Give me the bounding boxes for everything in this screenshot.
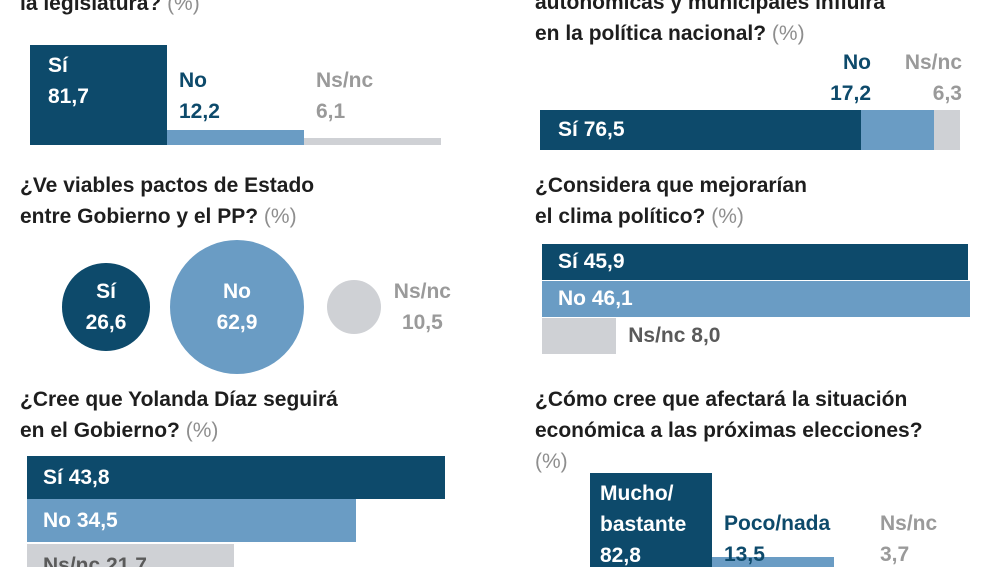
bar bbox=[542, 318, 617, 354]
title-text: la legislatura? bbox=[20, 0, 162, 15]
category-label: No bbox=[179, 69, 207, 92]
value-label: 34,5 bbox=[76, 509, 118, 532]
value-label: 12,2 bbox=[179, 100, 220, 123]
category-label: Ns/nc bbox=[393, 280, 451, 303]
value-label: 62,9 bbox=[216, 311, 258, 334]
data-label: Ns/nc 6,3 bbox=[905, 47, 962, 109]
data-label: Ns/nc 8,0 bbox=[628, 318, 720, 354]
data-label: Sí 76,5 bbox=[558, 110, 625, 150]
value-label: 81,7 bbox=[48, 84, 89, 108]
value-label: 45,9 bbox=[583, 250, 625, 273]
data-label: No 34,5 bbox=[43, 499, 118, 542]
value-label: 3,7 bbox=[880, 543, 910, 566]
value-label: 6,3 bbox=[932, 82, 962, 105]
chart-title: ¿Cree que Yolanda Díaz seguirá en el Gob… bbox=[20, 384, 338, 446]
category-label: Ns/nc bbox=[880, 512, 938, 535]
column bbox=[590, 472, 712, 567]
bar-segment bbox=[933, 110, 960, 150]
value-label: 13,5 bbox=[724, 543, 765, 566]
chart-title: autonómicas y municipales influirá en la… bbox=[535, 0, 885, 49]
data-label: Mucho/ bastante 82,8 bbox=[600, 478, 686, 567]
data-label: Ns/nc 3,7 bbox=[880, 508, 937, 567]
data-label: Ns/nc 6,1 bbox=[316, 65, 373, 127]
value-label: 8,0 bbox=[691, 324, 721, 347]
chart-title: ¿Cómo cree que afectará la situación eco… bbox=[535, 384, 923, 477]
title-text: ¿Considera que mejorarían el clima polít… bbox=[535, 174, 807, 228]
chart-title: ¿Considera que mejorarían el clima polít… bbox=[535, 170, 807, 232]
bar bbox=[542, 244, 968, 280]
category-label: Ns/nc bbox=[628, 324, 686, 347]
category-label: No bbox=[558, 287, 586, 310]
title-text: autonómicas y municipales influirá en la… bbox=[535, 0, 886, 45]
bar bbox=[27, 456, 445, 499]
category-label: Sí bbox=[558, 118, 578, 141]
category-label: Sí bbox=[558, 250, 578, 273]
column bbox=[712, 557, 834, 567]
bar bbox=[27, 499, 357, 542]
data-label: Ns/nc 21,7 bbox=[43, 544, 147, 567]
unit-label: (%) bbox=[711, 205, 744, 228]
unit-label: (%) bbox=[263, 205, 297, 228]
category-label: No bbox=[43, 509, 71, 532]
value-label: 26,6 bbox=[85, 311, 127, 334]
bubble bbox=[62, 263, 150, 351]
category-label: Ns/nc bbox=[316, 69, 374, 92]
category-label: Ns/nc bbox=[904, 51, 962, 74]
column bbox=[30, 44, 167, 145]
chart-title: ¿Ve viables pactos de Estado entre Gobie… bbox=[20, 170, 314, 232]
category-label: No bbox=[223, 280, 251, 303]
column bbox=[304, 137, 441, 145]
data-label: No 17,2 bbox=[830, 47, 871, 109]
bubble bbox=[326, 279, 382, 335]
bar bbox=[542, 281, 970, 317]
data-label: No 12,2 bbox=[179, 65, 220, 127]
data-label: No 46,1 bbox=[558, 281, 633, 317]
title-text: ¿Cree que Yolanda Díaz seguirá en el Gob… bbox=[20, 388, 338, 442]
chart-title: la legislatura? (%) bbox=[20, 0, 200, 19]
unit-label: (%) bbox=[535, 450, 568, 473]
bar-segment bbox=[540, 110, 862, 150]
category-label: Sí bbox=[48, 53, 68, 77]
data-label: No 62,9 bbox=[187, 276, 287, 338]
unit-label: (%) bbox=[167, 0, 200, 15]
unit-label: (%) bbox=[771, 22, 805, 45]
value-label: 10,5 bbox=[401, 311, 443, 334]
category-label: Poco/nada bbox=[724, 512, 831, 535]
bubble bbox=[169, 239, 304, 374]
title-text: ¿Cómo cree que afectará la situación eco… bbox=[535, 388, 923, 442]
data-label: Sí 26,6 bbox=[56, 276, 156, 338]
value-label: 6,1 bbox=[316, 100, 346, 123]
data-label: Sí 45,9 bbox=[558, 244, 625, 280]
data-label: Poco/nada 13,5 bbox=[724, 508, 830, 567]
value-label: 46,1 bbox=[591, 287, 633, 310]
column bbox=[167, 130, 304, 145]
category-label: Ns/nc bbox=[43, 554, 101, 567]
value-label: 21,7 bbox=[106, 554, 147, 567]
data-label: Sí 81,7 bbox=[48, 50, 89, 112]
value-label: 76,5 bbox=[583, 118, 625, 141]
category-label: Mucho/ bastante bbox=[600, 481, 687, 536]
category-label: No bbox=[843, 51, 871, 74]
title-text: ¿Ve viables pactos de Estado entre Gobie… bbox=[20, 174, 315, 228]
bar-segment bbox=[861, 110, 934, 150]
bar bbox=[27, 544, 235, 567]
unit-label: (%) bbox=[185, 419, 219, 442]
value-label: 82,8 bbox=[600, 543, 641, 567]
data-label: Sí 43,8 bbox=[43, 456, 110, 499]
category-label: Sí bbox=[43, 466, 63, 489]
value-label: 43,8 bbox=[68, 466, 110, 489]
data-label: Ns/nc 10,5 bbox=[387, 276, 457, 338]
category-label: Sí bbox=[96, 280, 116, 303]
value-label: 17,2 bbox=[830, 82, 871, 105]
